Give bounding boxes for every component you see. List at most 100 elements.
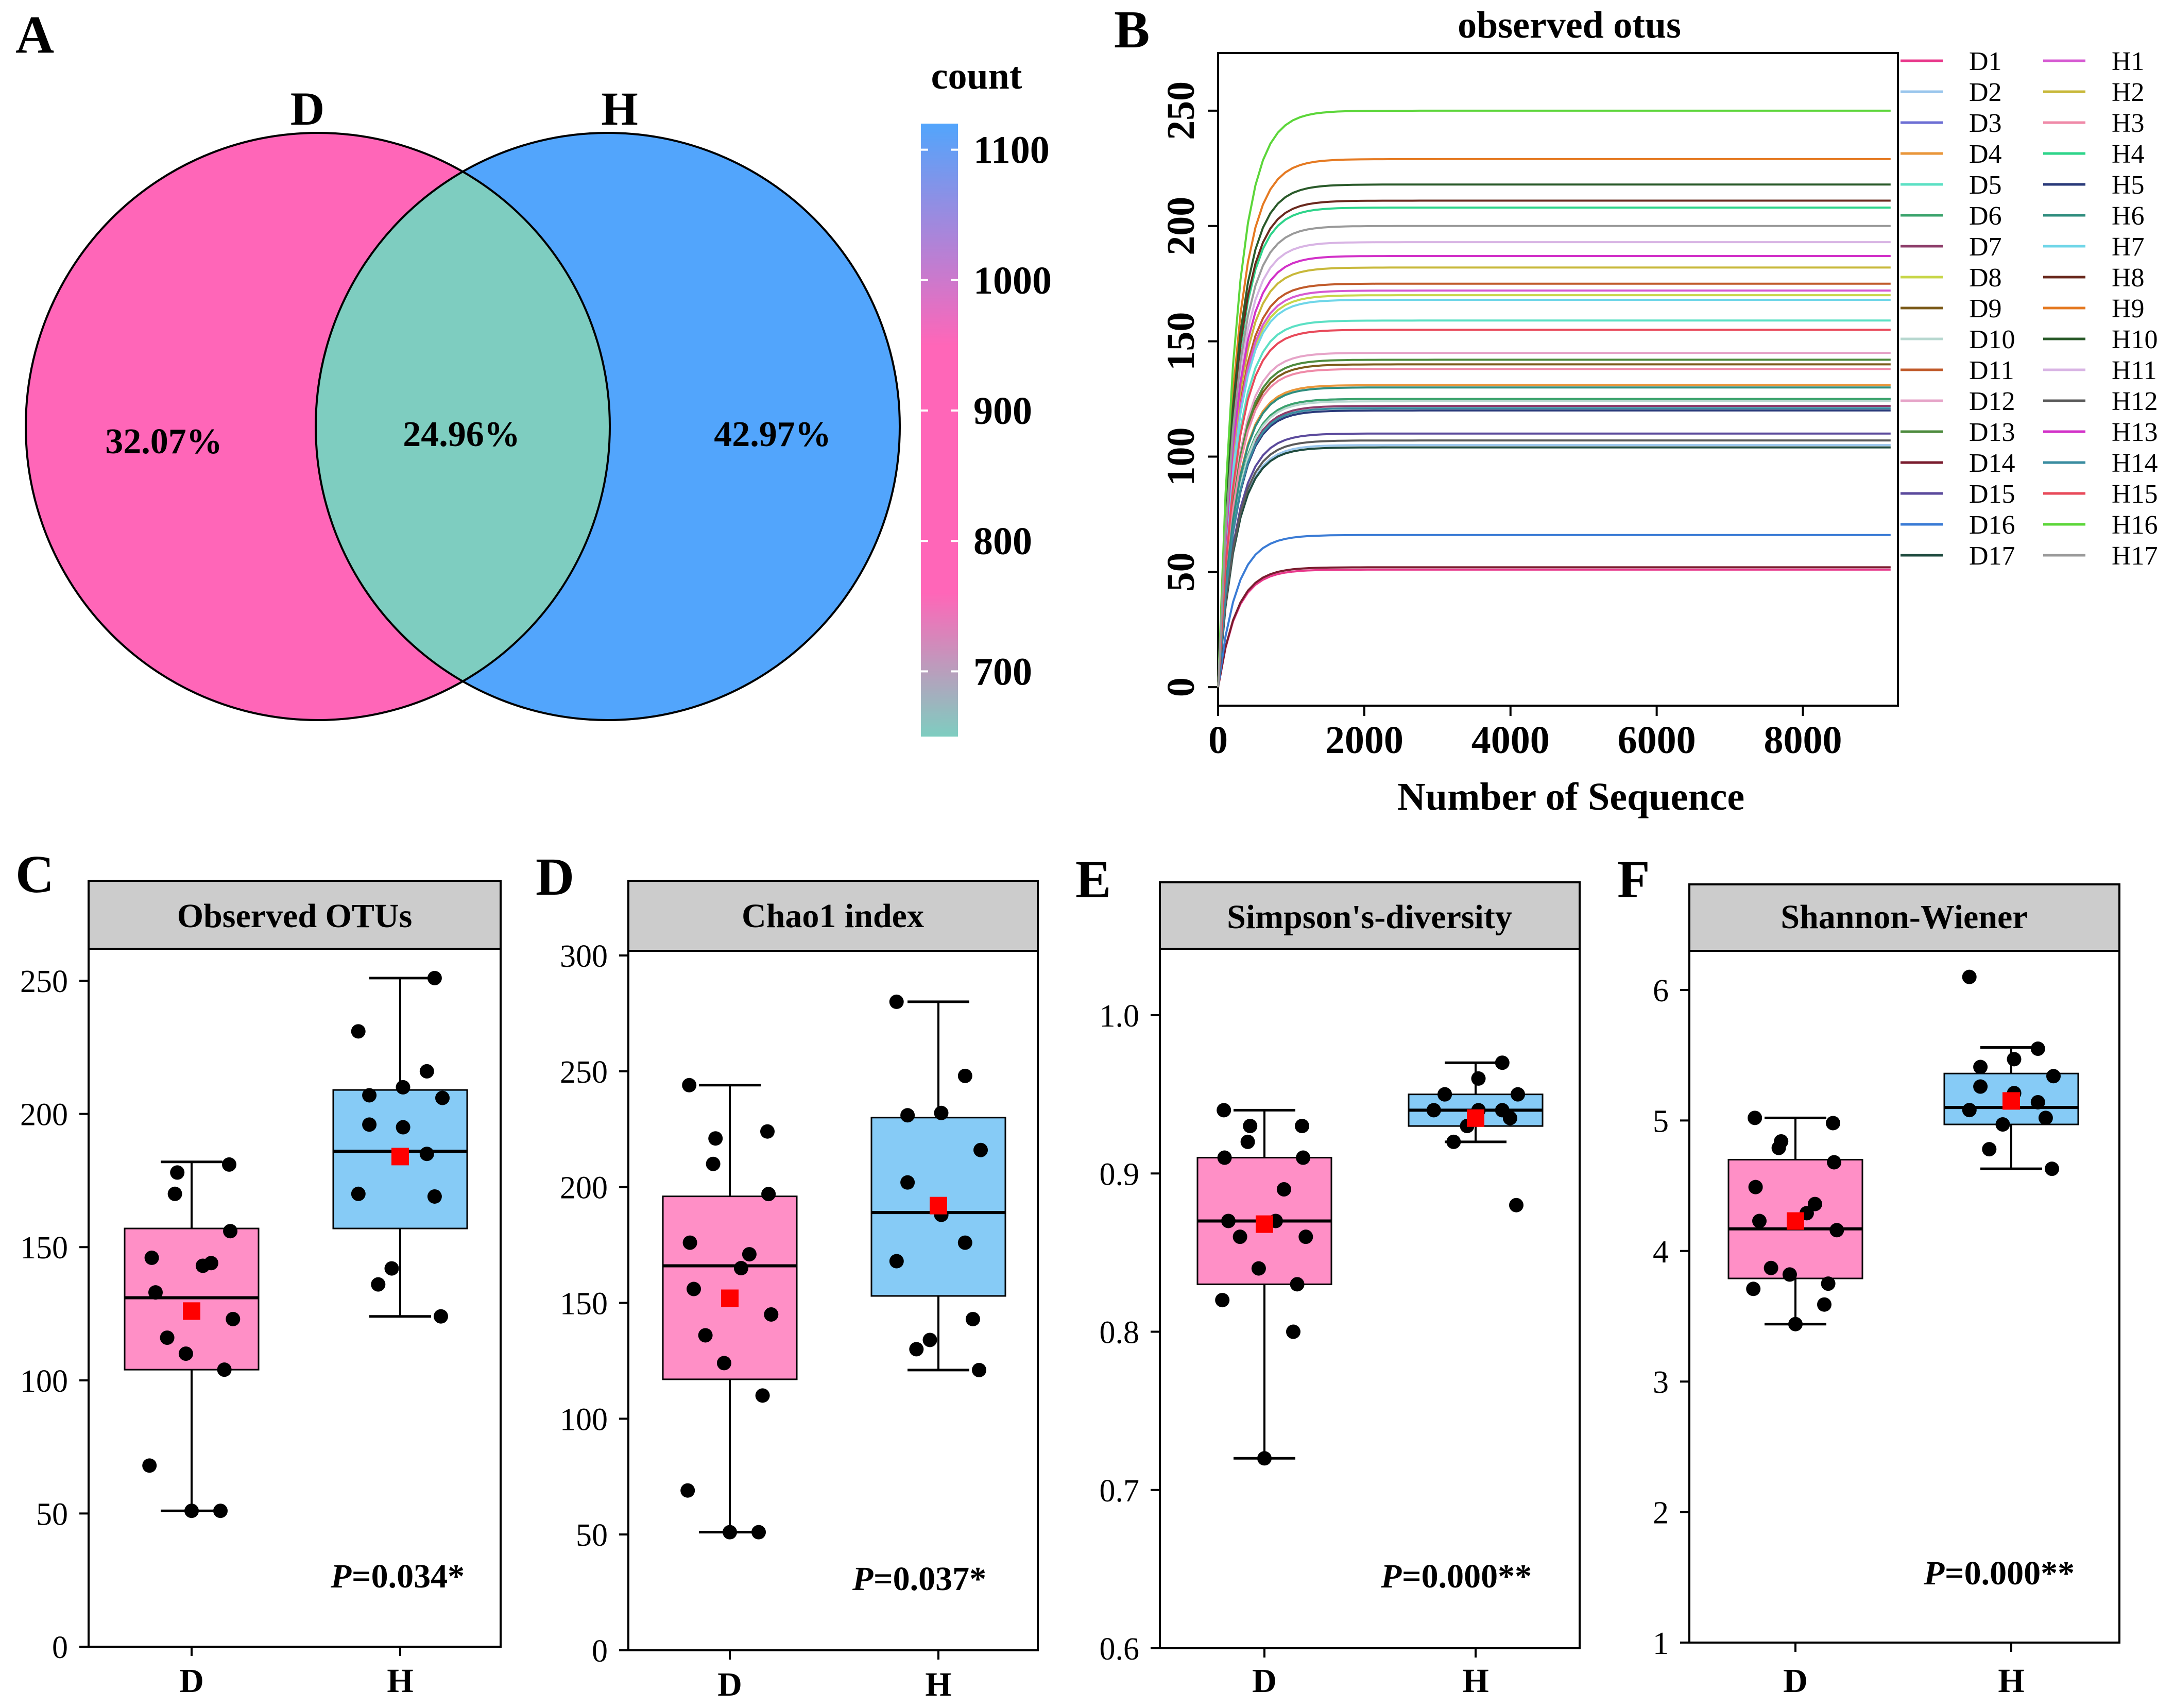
observed-otus-d-x-tick-label: D bbox=[179, 1662, 204, 1700]
panel-e: E Simpson's-diversity P =0.000** 0.6 0.7 0… bbox=[1075, 850, 1581, 1700]
chao1-index-h-point-3 bbox=[965, 1311, 980, 1326]
observed-otus-y-tick-label-2: 100 bbox=[20, 1364, 68, 1399]
chao1-index-d-point-9 bbox=[742, 1247, 757, 1262]
simpson-s-diversity-h-point-10 bbox=[1471, 1071, 1486, 1086]
rarefaction-lines bbox=[1217, 109, 1891, 688]
venn-label-h-only: 42.97% bbox=[714, 415, 831, 454]
chao1-index-h-point-12 bbox=[889, 994, 904, 1009]
legend-label-d12: D12 bbox=[1969, 387, 2015, 416]
observed-otus-h-point-13 bbox=[427, 970, 442, 985]
chao1-index-d-point-1 bbox=[751, 1525, 766, 1540]
legend-label-d10: D10 bbox=[1969, 325, 2015, 354]
colorbar-tick-label-1000: 1000 bbox=[973, 259, 1052, 302]
chao1-index-h-point-8 bbox=[973, 1142, 988, 1157]
observed-otus-d-point-2 bbox=[142, 1458, 157, 1473]
rarefaction-axes: 0 2000 4000 6000 8000 0 50 100 150 200 250 bbox=[1159, 81, 1842, 762]
rarefaction-y-tick-label-100: 100 bbox=[1159, 427, 1203, 486]
chao1-index-d-point-2 bbox=[680, 1483, 695, 1498]
venn-label-d-only: 32.07% bbox=[105, 422, 222, 462]
chao1-index-h-point-5 bbox=[957, 1235, 972, 1250]
rarefaction-line-h2 bbox=[1217, 266, 1891, 688]
rarefaction-line-h6 bbox=[1217, 386, 1891, 688]
chao1-index-h-mean bbox=[930, 1197, 947, 1215]
rarefaction-line-d11 bbox=[1217, 282, 1891, 688]
colorbar-tick-label-1100: 1100 bbox=[973, 129, 1050, 172]
chao1-index-d-point-0 bbox=[723, 1525, 737, 1540]
observed-otus-d-point-10 bbox=[144, 1250, 159, 1265]
chao1-index-d-point-4 bbox=[716, 1356, 731, 1371]
observed-otus-h-point-2 bbox=[384, 1261, 399, 1276]
shannon-wiener-d-point-10 bbox=[1748, 1180, 1763, 1194]
chao1-index-d-point-11 bbox=[761, 1187, 776, 1202]
shannon-wiener-y-tick-label-0: 1 bbox=[1653, 1626, 1669, 1661]
simpson-s-diversity-d-point-6 bbox=[1298, 1229, 1313, 1244]
simpson-s-diversity-h-mean bbox=[1467, 1109, 1484, 1127]
observed-otus-h-point-9 bbox=[362, 1088, 377, 1103]
shannon-wiener-h-point-12 bbox=[1962, 969, 1977, 984]
observed-otus-h-mean bbox=[391, 1148, 409, 1166]
observed-otus-d-mean bbox=[183, 1302, 200, 1320]
legend-label-h9: H9 bbox=[2112, 294, 2145, 323]
simpson-s-diversity-d-x-tick-label: D bbox=[1252, 1662, 1277, 1700]
observed-otus-h-point-8 bbox=[435, 1090, 450, 1105]
chao1-index-h-point-9 bbox=[900, 1108, 915, 1123]
colorbar: count 700 800 900 1000 1100 bbox=[921, 55, 1052, 737]
shannon-wiener-d-point-14 bbox=[1826, 1116, 1840, 1131]
simpson-s-diversity-h-point-8 bbox=[1511, 1087, 1525, 1102]
simpson-s-diversity-y-tick-label-1: 0.7 bbox=[1100, 1474, 1140, 1509]
shannon-wiener-d-point-5 bbox=[1764, 1260, 1778, 1275]
shannon-wiener-h-point-7 bbox=[1973, 1079, 1988, 1094]
shannon-wiener-y-tick-label-3: 4 bbox=[1653, 1235, 1669, 1270]
observed-otus-h-x-tick-label: H bbox=[387, 1662, 413, 1700]
rarefaction-x-tick-label-8000: 8000 bbox=[1764, 719, 1842, 762]
rarefaction-line-d7 bbox=[1217, 405, 1891, 688]
rarefaction-line-h16 bbox=[1217, 109, 1891, 688]
rarefaction-y-tick-label-0: 0 bbox=[1159, 677, 1203, 697]
shannon-wiener-y-tick-label-1: 2 bbox=[1653, 1496, 1669, 1531]
simpson-s-diversity-d-point-3 bbox=[1290, 1277, 1305, 1292]
simpson-s-diversity-h-point-4 bbox=[1426, 1103, 1441, 1118]
chao1-index-d-point-8 bbox=[733, 1261, 748, 1276]
p-value-simpsons-diversity: =0.000** bbox=[1402, 1558, 1532, 1595]
simpson-s-diversity-d-point-2 bbox=[1215, 1293, 1230, 1308]
chao1-index-y-tick-label-1: 50 bbox=[576, 1518, 608, 1553]
rarefaction-line-d16 bbox=[1217, 534, 1891, 688]
chao1-index-h-point-0 bbox=[972, 1362, 986, 1377]
shannon-wiener-d-mean bbox=[1787, 1212, 1804, 1230]
shannon-wiener-y-tick-label-4: 5 bbox=[1653, 1104, 1669, 1139]
rarefaction-line-d6 bbox=[1217, 398, 1891, 688]
chao1-index-y-tick-label-6: 300 bbox=[560, 939, 608, 974]
rarefaction-line-h12 bbox=[1217, 439, 1891, 688]
chao1-index-h-point-10 bbox=[934, 1105, 949, 1120]
shannon-wiener-d-point-13 bbox=[1774, 1134, 1789, 1149]
rarefaction-x-tick-label-4000: 4000 bbox=[1471, 719, 1550, 762]
panel-d: D Chao1 index P =0.037* 0 50 100 150 200 250 3… bbox=[536, 847, 1039, 1703]
shannon-wiener-h-point-1 bbox=[1982, 1142, 1997, 1157]
strip-title-shannon-wiener: Shannon-Wiener bbox=[1781, 898, 2027, 936]
simpson-s-diversity-h-point-9 bbox=[1437, 1087, 1452, 1102]
legend-label-h4: H4 bbox=[2112, 140, 2145, 169]
simpson-s-diversity-d-point-1 bbox=[1286, 1324, 1300, 1339]
p-value-chao1-index: =0.037* bbox=[874, 1560, 986, 1598]
legend-label-h10: H10 bbox=[2112, 325, 2158, 354]
shannon-wiener-y-tick-label-2: 3 bbox=[1653, 1365, 1669, 1400]
shannon-wiener-h-point-3 bbox=[2038, 1111, 2053, 1125]
shannon-wiener-d-point-15 bbox=[1748, 1111, 1762, 1125]
plot-frame-observed-otus bbox=[88, 948, 502, 1648]
venn-region-overlap bbox=[316, 133, 610, 720]
legend-label-d7: D7 bbox=[1969, 232, 2002, 262]
rarefaction-x-tick-label-0: 0 bbox=[1208, 719, 1228, 762]
colorbar-tick-label-800: 800 bbox=[973, 520, 1032, 563]
chao1-index-d-point-5 bbox=[698, 1328, 713, 1343]
rarefaction-line-h8 bbox=[1217, 199, 1891, 688]
rarefaction-x-label: Number of Sequence bbox=[1397, 775, 1744, 818]
simpson-s-diversity-d-point-4 bbox=[1251, 1261, 1266, 1276]
observed-otus-d-point-4 bbox=[178, 1346, 193, 1361]
legend-label-h13: H13 bbox=[2112, 418, 2158, 447]
shannon-wiener-h-x-tick-label: H bbox=[1998, 1662, 2024, 1700]
shannon-wiener-y-tick-label-5: 6 bbox=[1653, 973, 1669, 1009]
legend-label-d8: D8 bbox=[1969, 263, 2002, 293]
rarefaction-line-d5 bbox=[1217, 319, 1891, 688]
observed-otus-d-point-12 bbox=[167, 1186, 182, 1201]
chao1-index-d-point-7 bbox=[687, 1282, 701, 1296]
